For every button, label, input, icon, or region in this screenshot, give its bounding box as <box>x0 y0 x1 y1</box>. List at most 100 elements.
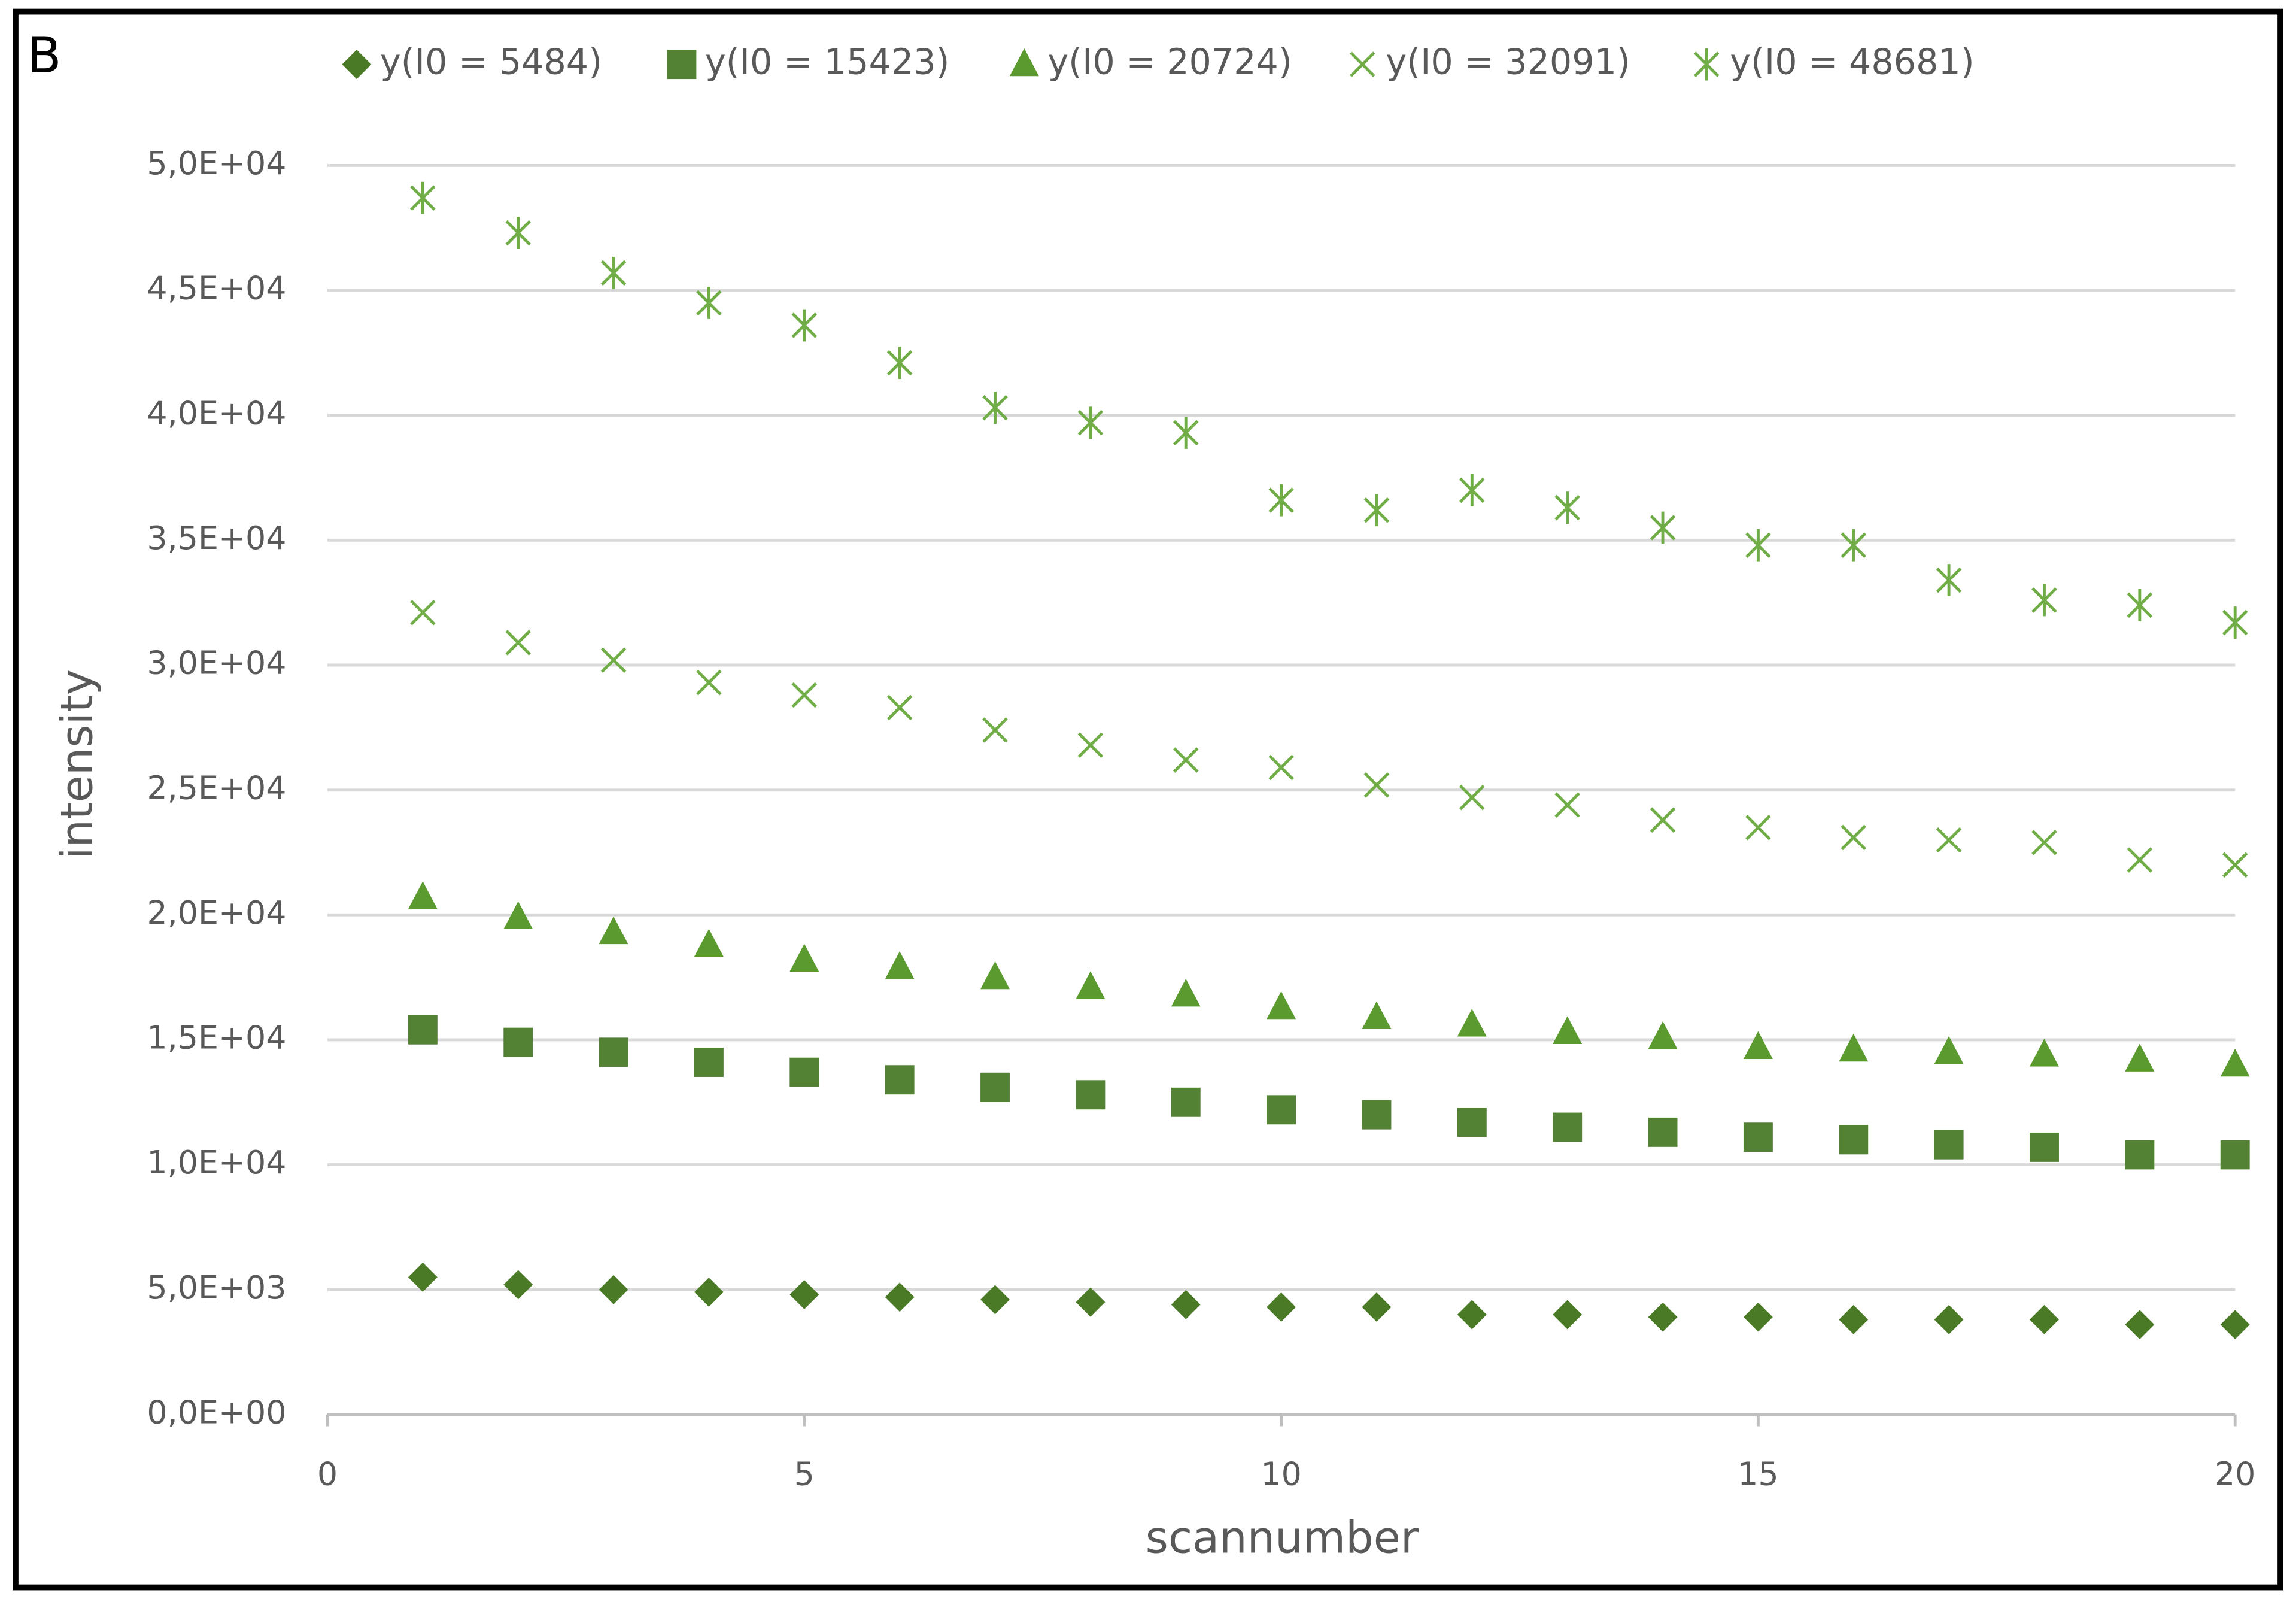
data-point <box>1267 991 1296 1020</box>
data-point <box>1268 484 1294 517</box>
y-tick-label: 2,5E+04 <box>147 769 286 806</box>
y-tick-label: 1,0E+04 <box>147 1143 286 1181</box>
data-point <box>1076 1080 1106 1110</box>
data-point <box>1363 772 1390 798</box>
data-point <box>2031 829 2057 855</box>
y-tick-label: 3,0E+04 <box>147 644 286 682</box>
data-point <box>2125 1140 2155 1170</box>
data-point <box>503 1027 533 1057</box>
data-point <box>1459 474 1485 506</box>
data-point <box>1839 1304 1869 1334</box>
data-point <box>1553 1016 1583 1045</box>
data-point <box>408 881 438 909</box>
data-point <box>1459 784 1485 811</box>
data-point <box>1457 1300 1487 1330</box>
data-point <box>1457 1009 1487 1037</box>
y-tick-label: 4,5E+04 <box>147 269 286 307</box>
y-tick-label: 0,0E+00 <box>147 1394 286 1431</box>
data-point <box>2220 1048 2250 1077</box>
data-point <box>694 1048 724 1077</box>
data-point <box>885 1282 915 1312</box>
data-point <box>1745 529 1771 562</box>
data-point <box>789 943 819 972</box>
data-point <box>982 392 1008 424</box>
y-tick-label: 5,0E+03 <box>147 1269 286 1306</box>
data-point <box>1934 1036 1964 1064</box>
y-axis-title: intensity <box>52 669 103 860</box>
data-point <box>1648 1117 1678 1147</box>
panel-label: B <box>28 26 62 84</box>
data-point <box>2222 606 2248 639</box>
data-point <box>1171 978 1201 1007</box>
data-point <box>696 669 722 696</box>
data-point <box>1076 1287 1106 1317</box>
data-point <box>1648 1021 1678 1049</box>
x-tick-label: 0 <box>317 1455 338 1492</box>
data-point <box>886 347 913 379</box>
data-point <box>885 1065 915 1095</box>
data-point <box>1362 1001 1392 1029</box>
data-point <box>1650 807 1676 833</box>
y-tick-label: 5,0E+04 <box>147 144 286 182</box>
data-point <box>408 1262 438 1292</box>
data-point <box>505 217 531 249</box>
data-point <box>1554 792 1580 818</box>
data-point <box>1171 1087 1201 1117</box>
legend-marker <box>1009 48 1039 77</box>
data-point <box>408 1015 438 1045</box>
data-point <box>2030 1132 2059 1162</box>
data-point <box>694 929 724 957</box>
data-point <box>791 309 818 342</box>
data-point <box>1936 827 1962 853</box>
data-point <box>2030 1304 2059 1334</box>
data-point <box>1076 971 1106 999</box>
data-point <box>1650 511 1676 544</box>
data-point <box>1934 1304 1964 1334</box>
data-point <box>791 682 818 708</box>
data-point <box>1554 491 1580 524</box>
legend-marker <box>667 50 697 80</box>
y-tick-label: 1,5E+04 <box>147 1019 286 1057</box>
data-point <box>599 1037 628 1067</box>
data-point <box>1457 1108 1487 1137</box>
background <box>4 0 2292 1602</box>
data-point <box>599 916 628 945</box>
legend-label: y(I0 = 15423) <box>705 42 949 83</box>
data-point <box>885 951 915 979</box>
data-point <box>1363 494 1390 527</box>
data-point <box>600 256 627 289</box>
data-point <box>789 1057 819 1087</box>
legend-marker <box>342 50 372 80</box>
x-tick-label: 20 <box>2215 1455 2255 1492</box>
data-point <box>410 600 436 626</box>
data-point <box>980 1072 1010 1102</box>
y-tick-label: 4,0E+04 <box>147 394 286 432</box>
data-point <box>2220 1140 2250 1170</box>
y-tick-label: 3,5E+04 <box>147 519 286 557</box>
data-point <box>1841 529 1867 562</box>
data-point <box>2030 1039 2059 1067</box>
data-point <box>2031 584 2057 617</box>
data-point <box>2127 847 2153 873</box>
data-point <box>503 901 533 930</box>
data-point <box>1077 732 1104 758</box>
data-point <box>2222 852 2248 878</box>
legend-label: y(I0 = 48681) <box>1730 42 1974 83</box>
data-point <box>503 1270 533 1300</box>
data-point <box>1934 1130 1964 1160</box>
frame <box>13 8 2283 1591</box>
data-point <box>505 630 531 656</box>
data-point <box>789 1280 819 1310</box>
data-point <box>1745 814 1771 841</box>
data-point <box>1839 1125 1869 1155</box>
data-point <box>1553 1112 1583 1142</box>
data-point <box>694 1277 724 1307</box>
data-point <box>1173 417 1199 449</box>
data-point <box>600 647 627 673</box>
legend-label: y(I0 = 32091) <box>1386 42 1630 83</box>
data-point <box>982 717 1008 743</box>
legend-label: y(I0 = 20724) <box>1047 42 1292 83</box>
x-tick-label: 5 <box>794 1455 815 1492</box>
data-point <box>1267 1095 1296 1125</box>
